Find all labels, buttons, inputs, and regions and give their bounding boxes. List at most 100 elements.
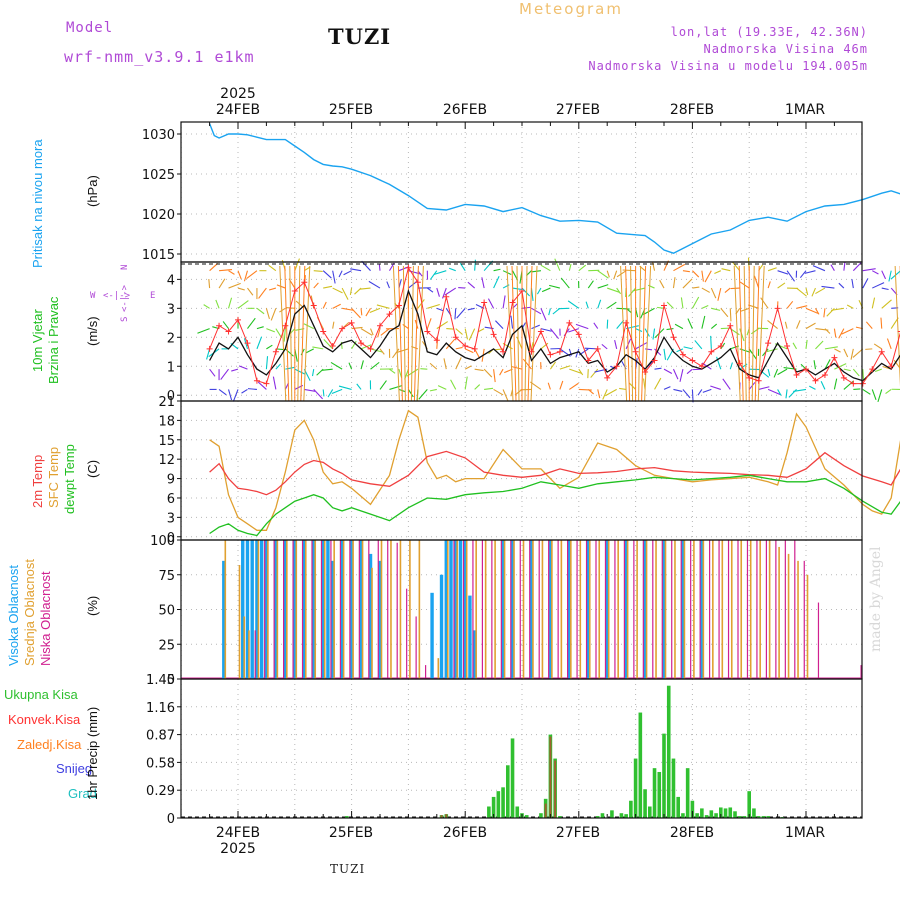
wind-arrow xyxy=(294,258,300,271)
wind-arrow xyxy=(606,270,610,278)
wind-arrow xyxy=(468,328,476,341)
wind-arrow xyxy=(733,265,741,402)
wind-arrow xyxy=(455,328,463,335)
wind-arrow xyxy=(701,304,709,309)
y-tick-label: 1015 xyxy=(142,248,175,263)
cloud-mid-bar xyxy=(645,540,648,679)
cloud-low-bar xyxy=(661,540,663,679)
wind-gust-marker xyxy=(689,357,696,364)
y-tick-label: 12 xyxy=(158,453,175,468)
cloud-high-bar xyxy=(250,540,254,679)
wind-gust-marker xyxy=(708,348,715,355)
wind-arrow xyxy=(686,368,693,375)
wind-arrow xyxy=(441,287,447,299)
wind-arrow xyxy=(418,389,428,400)
wind-arrow xyxy=(436,287,440,297)
wind-arrow xyxy=(349,287,353,296)
cloud-mid-bar xyxy=(238,565,241,679)
wind-arrow xyxy=(389,385,403,390)
pressure-unit-label: (hPa) xyxy=(85,175,100,207)
precip-total-bar xyxy=(487,806,491,818)
wind-gust-marker xyxy=(471,345,478,352)
wind-arrow xyxy=(877,389,883,403)
wind-arrow xyxy=(540,264,551,272)
wind-gust-marker xyxy=(585,357,592,364)
cloud-mid-bar xyxy=(730,540,733,679)
wind-gust-marker xyxy=(253,377,260,384)
wind-arrow xyxy=(654,367,662,370)
wind-arrow xyxy=(614,339,618,349)
wind-gust-marker xyxy=(812,377,819,384)
y-tick-label: 3 xyxy=(167,511,175,526)
precip-total-bar xyxy=(638,712,643,818)
wind-arrow xyxy=(784,321,788,329)
cloud-high-bar xyxy=(326,540,330,679)
precip-total-bar xyxy=(633,758,638,818)
wind-arrow xyxy=(300,265,306,402)
wind-arrow xyxy=(843,380,855,390)
legend-freezing-rain: Zaledj.Kisa xyxy=(17,737,82,752)
wind-arrow xyxy=(710,323,718,330)
cloud-high-bar xyxy=(463,540,467,679)
cloud-low-bar xyxy=(273,540,275,679)
wind-arrow xyxy=(327,389,334,398)
legend-total-rain: Ukupna Kisa xyxy=(4,687,78,702)
wind-arrow xyxy=(691,296,700,309)
wind-arrow xyxy=(360,328,373,336)
precip-total-bar xyxy=(714,813,718,818)
wind-gust-marker xyxy=(831,354,838,361)
wind-gust-marker xyxy=(774,305,781,312)
wind-arrow xyxy=(679,369,684,382)
cloud-mid-bar xyxy=(323,540,326,679)
wind-arrow xyxy=(881,299,892,309)
wind-arrow xyxy=(397,265,403,402)
cloud-low-bar xyxy=(538,540,540,679)
wind-arrow xyxy=(632,287,646,292)
cloud-low-bar xyxy=(567,540,569,679)
y-tick-label: 0 xyxy=(167,812,175,827)
cloud-low-bar xyxy=(320,540,323,679)
cloud-high-bar xyxy=(321,540,325,679)
wind-arrow xyxy=(767,388,781,396)
wind-arrow xyxy=(651,261,656,271)
wind-arrow xyxy=(477,328,485,333)
cloud-low-bar xyxy=(746,540,749,679)
y-tick-label: 50 xyxy=(158,604,175,619)
wind-arrow xyxy=(773,368,779,378)
wind-arrow xyxy=(641,265,647,402)
wind-arrow xyxy=(680,297,684,309)
wind-arrow xyxy=(793,388,807,392)
wind-arrow xyxy=(332,287,343,294)
wind-arrow xyxy=(554,258,561,271)
wind-arrow xyxy=(824,328,831,334)
temp-2m-label: 2m Temp xyxy=(30,455,45,508)
wind-arrow xyxy=(427,304,440,309)
temp-sfc-label: SFC Temp xyxy=(46,447,61,508)
wind-arrow xyxy=(275,328,283,339)
wind-arrow xyxy=(256,307,265,315)
wind-arrow xyxy=(616,287,622,295)
cloud-low-bar xyxy=(604,540,607,679)
frame-layer xyxy=(177,121,863,819)
wind-arrow xyxy=(351,340,357,350)
temp-dewpt-label: dewpt Temp xyxy=(62,444,77,514)
bottom-date-26feb: 26FEB xyxy=(443,825,487,841)
wind-arrow xyxy=(676,348,684,353)
cloud-low-bar xyxy=(254,630,256,679)
wind-gust-marker xyxy=(613,363,620,370)
wind-arrow xyxy=(846,304,854,309)
wind-arrow xyxy=(436,321,449,330)
precip-total-bar xyxy=(506,765,510,818)
wind-arrow xyxy=(785,389,788,399)
wind-arrow xyxy=(777,368,788,376)
wind-arrow xyxy=(389,368,396,374)
wind-gust-marker xyxy=(424,328,431,335)
cloud-low-bar xyxy=(491,540,493,679)
wind-arrow xyxy=(467,307,475,311)
precip-total-bar xyxy=(695,813,699,818)
wind-arrow xyxy=(348,362,353,370)
precip-total-bar xyxy=(662,733,666,818)
wind-gust-marker xyxy=(566,319,573,326)
cloud-low-bar xyxy=(339,540,341,679)
wind-arrow xyxy=(330,361,343,370)
